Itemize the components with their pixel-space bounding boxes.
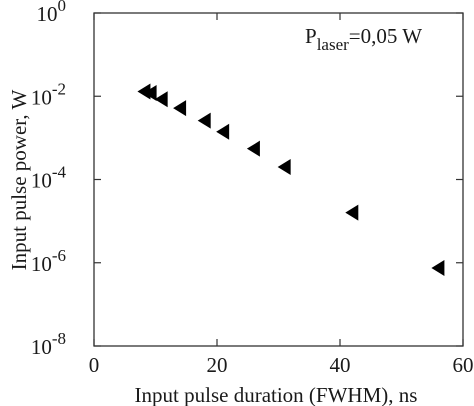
y-tick-label: 100	[37, 0, 67, 26]
data-point	[345, 204, 359, 221]
plot-frame	[93, 12, 464, 347]
annotation-rest: =0,05 W	[349, 24, 422, 48]
y-tick-label: 10-4	[31, 163, 67, 193]
data-point	[154, 91, 168, 108]
y-tick-label: 10-8	[31, 329, 66, 359]
y-tick-base: 10	[31, 85, 52, 109]
data-point	[246, 140, 260, 157]
y-tick-exponent: 0	[58, 0, 67, 15]
annotation-main: P	[305, 24, 317, 48]
x-tick-label: 0	[89, 353, 100, 377]
y-tick-exponent: -6	[52, 246, 66, 265]
data-point	[143, 84, 157, 101]
y-tick-base: 10	[31, 335, 52, 359]
data-point	[197, 112, 211, 129]
y-tick-exponent: -2	[52, 79, 66, 98]
x-tick-label: 20	[207, 353, 228, 377]
data-point	[173, 100, 187, 117]
y-tick-exponent: -4	[52, 163, 67, 182]
y-tick-label: 10-6	[31, 246, 66, 276]
data-point	[137, 83, 151, 100]
y-tick-base: 10	[37, 2, 58, 26]
y-tick-base: 10	[31, 169, 52, 193]
y-tick-exponent: -8	[52, 329, 66, 348]
y-axis-label: Input pulse power, W	[7, 89, 31, 270]
data-points	[137, 83, 445, 276]
y-tick-label: 10-2	[31, 79, 66, 109]
data-point	[216, 123, 230, 140]
x-axis-label: Input pulse duration (FWHM), ns	[135, 383, 418, 406]
x-tick-label: 40	[330, 353, 351, 377]
laser-power-annotation: Plaser=0,05 W	[305, 24, 422, 54]
data-point	[277, 158, 291, 175]
annotation-subscript: laser	[317, 35, 349, 54]
data-point	[431, 259, 445, 276]
y-tick-base: 10	[31, 252, 52, 276]
x-tick-label: 60	[453, 353, 474, 377]
x-ticks: 0 20 40 60	[89, 13, 474, 377]
